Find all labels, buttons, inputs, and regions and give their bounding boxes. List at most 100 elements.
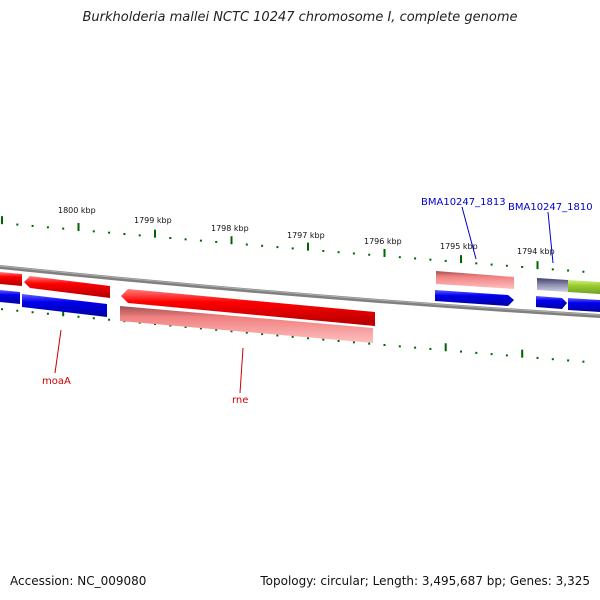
tick-labels: 1800 kbp 1799 kbp 1798 kbp 1797 kbp 1796… [58,206,555,256]
minor-tick [551,268,554,271]
minor-tick [475,262,478,265]
minor-tick [62,227,65,230]
minor-tick [1,308,3,311]
minor-tick [184,325,187,328]
gene-feature[interactable] [120,306,373,343]
minor-tick [582,270,585,273]
major-tick [77,222,80,231]
minor-tick [322,249,325,252]
tick-label-1799: 1799 kbp [134,216,172,225]
minor-tick [398,345,401,348]
tick-label-1798: 1798 kbp [211,224,249,233]
minor-tick [322,338,325,341]
genome-backbone [0,265,600,318]
minor-tick [291,247,294,250]
tick-label-1800: 1800 kbp [58,206,96,215]
major-tick [444,343,447,352]
minor-tick [307,337,309,340]
minor-tick [77,315,80,318]
minor-tick [154,323,156,326]
minor-tick [383,343,386,346]
minor-tick [337,339,340,342]
major-tick [62,308,65,317]
minor-tick [490,263,493,266]
minor-tick [276,334,279,337]
minor-tick [567,269,570,272]
minor-tick [414,257,417,260]
minor-tick [31,311,34,314]
minor-tick [352,252,355,255]
minor-tick [414,346,417,349]
minor-tick [123,233,126,236]
gene-feature[interactable] [568,280,600,294]
major-tick [460,255,462,264]
major-tick [230,236,233,245]
minor-tick [46,226,49,229]
minor-tick [582,360,585,363]
minor-tick [536,356,539,359]
minor-tick [444,259,447,262]
minor-tick [567,359,570,362]
gene-feature[interactable] [24,276,110,298]
tick-label-1797: 1797 kbp [287,231,325,240]
minor-tick [352,341,355,344]
gene-label-rne[interactable]: rne [232,395,248,406]
minor-tick [460,350,462,353]
minor-tick [429,347,432,350]
topology-text: Topology: circular; Length: 3,495,687 bp… [260,574,590,588]
minor-tick [199,327,202,330]
major-tick [536,261,539,270]
minor-tick [46,312,49,315]
gene-feature[interactable] [568,298,600,312]
gene-feature[interactable] [435,290,514,306]
minor-tick [92,317,95,320]
minor-tick [505,354,508,357]
gene-label-bma10247-1813[interactable]: BMA10247_1813 [421,197,506,208]
map-title: Burkholderia mallei NCTC 10247 chromosom… [82,10,518,25]
gene-feature[interactable] [121,289,375,326]
tick-label-1794: 1794 kbp [517,247,555,256]
outer-tick-track [1,216,585,273]
genome-backbone-highlight [0,265,600,316]
minor-tick [398,256,401,259]
gene-feature[interactable] [537,278,568,292]
accession-text: Accession: NC_009080 [10,574,147,588]
minor-tick [138,234,141,237]
gene-label-bma10247-1810[interactable]: BMA10247_1810 [508,202,593,213]
minor-tick [16,309,19,312]
major-tick [307,242,309,251]
minor-tick [16,223,19,226]
minor-tick [215,240,218,243]
gene-label-moaA[interactable]: moaA [42,376,71,387]
major-tick [1,216,3,225]
minor-tick [261,244,264,247]
gene-feature[interactable] [436,271,514,289]
minor-tick [521,265,524,268]
minor-tick [169,237,172,240]
minor-tick [184,238,187,241]
minor-tick [245,331,248,334]
gene-feature[interactable] [536,296,567,309]
gene-feature[interactable] [22,294,107,317]
minor-tick [261,333,264,336]
minor-tick [108,231,111,234]
minor-tick [368,253,371,256]
minor-tick [551,358,554,361]
minor-tick [337,251,340,254]
major-tick [154,229,156,238]
minor-tick [230,330,233,333]
gene-feature[interactable] [0,290,20,304]
minor-tick [276,246,279,249]
minor-tick [490,353,493,356]
minor-tick [429,258,432,261]
major-tick [521,349,524,358]
minor-tick [31,224,34,227]
minor-tick [169,324,172,327]
tick-label-1795: 1795 kbp [440,242,478,251]
minor-tick [92,230,95,233]
minor-tick [505,264,508,267]
gene-feature[interactable] [0,272,22,286]
tick-label-1796: 1796 kbp [364,237,402,246]
minor-tick [245,243,248,246]
